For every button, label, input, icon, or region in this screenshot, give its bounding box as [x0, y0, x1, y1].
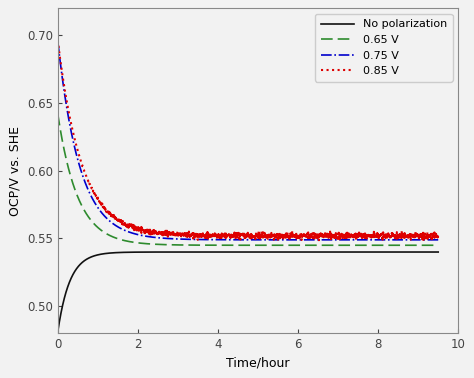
- 0.85 V: [428, 232, 434, 236]
- 0.75 V: [201, 237, 207, 242]
- Y-axis label: OCP/V vs. SHE: OCP/V vs. SHE: [9, 126, 21, 216]
- 0.65 V: [121, 238, 127, 243]
- 0.85 V: [201, 233, 207, 237]
- 0.65 V: [217, 243, 223, 248]
- Line: 0.65 V: 0.65 V: [58, 114, 438, 245]
- 0.85 V: [394, 238, 400, 243]
- 0.75 V: [217, 237, 223, 242]
- No polarization: [428, 250, 434, 254]
- 0.85 V: [98, 202, 104, 207]
- No polarization: [121, 250, 127, 255]
- 0.65 V: [201, 243, 207, 248]
- X-axis label: Time/hour: Time/hour: [226, 357, 290, 370]
- 0.85 V: [217, 232, 223, 236]
- 0.75 V: [98, 210, 104, 214]
- 0.75 V: [121, 228, 127, 232]
- 0.85 V: [121, 222, 127, 227]
- 0.85 V: [435, 233, 441, 238]
- No polarization: [435, 250, 441, 254]
- Legend: No polarization, 0.65 V, 0.75 V, 0.85 V: No polarization, 0.65 V, 0.75 V, 0.85 V: [315, 14, 453, 82]
- No polarization: [217, 250, 223, 254]
- 0.85 V: [55, 38, 61, 43]
- 0.75 V: [55, 39, 61, 43]
- No polarization: [435, 250, 441, 254]
- Line: No polarization: No polarization: [58, 252, 438, 332]
- No polarization: [387, 250, 392, 254]
- Line: 0.75 V: 0.75 V: [58, 41, 438, 240]
- 0.65 V: [55, 112, 61, 116]
- 0.65 V: [98, 228, 104, 232]
- 0.75 V: [435, 237, 441, 242]
- No polarization: [98, 252, 104, 256]
- 0.85 V: [387, 233, 392, 238]
- No polarization: [201, 250, 207, 254]
- 0.65 V: [387, 243, 392, 248]
- No polarization: [55, 330, 61, 334]
- 0.75 V: [428, 237, 434, 242]
- 0.65 V: [435, 243, 441, 248]
- 0.75 V: [387, 237, 392, 242]
- 0.65 V: [428, 243, 434, 248]
- Line: 0.85 V: 0.85 V: [58, 40, 438, 240]
